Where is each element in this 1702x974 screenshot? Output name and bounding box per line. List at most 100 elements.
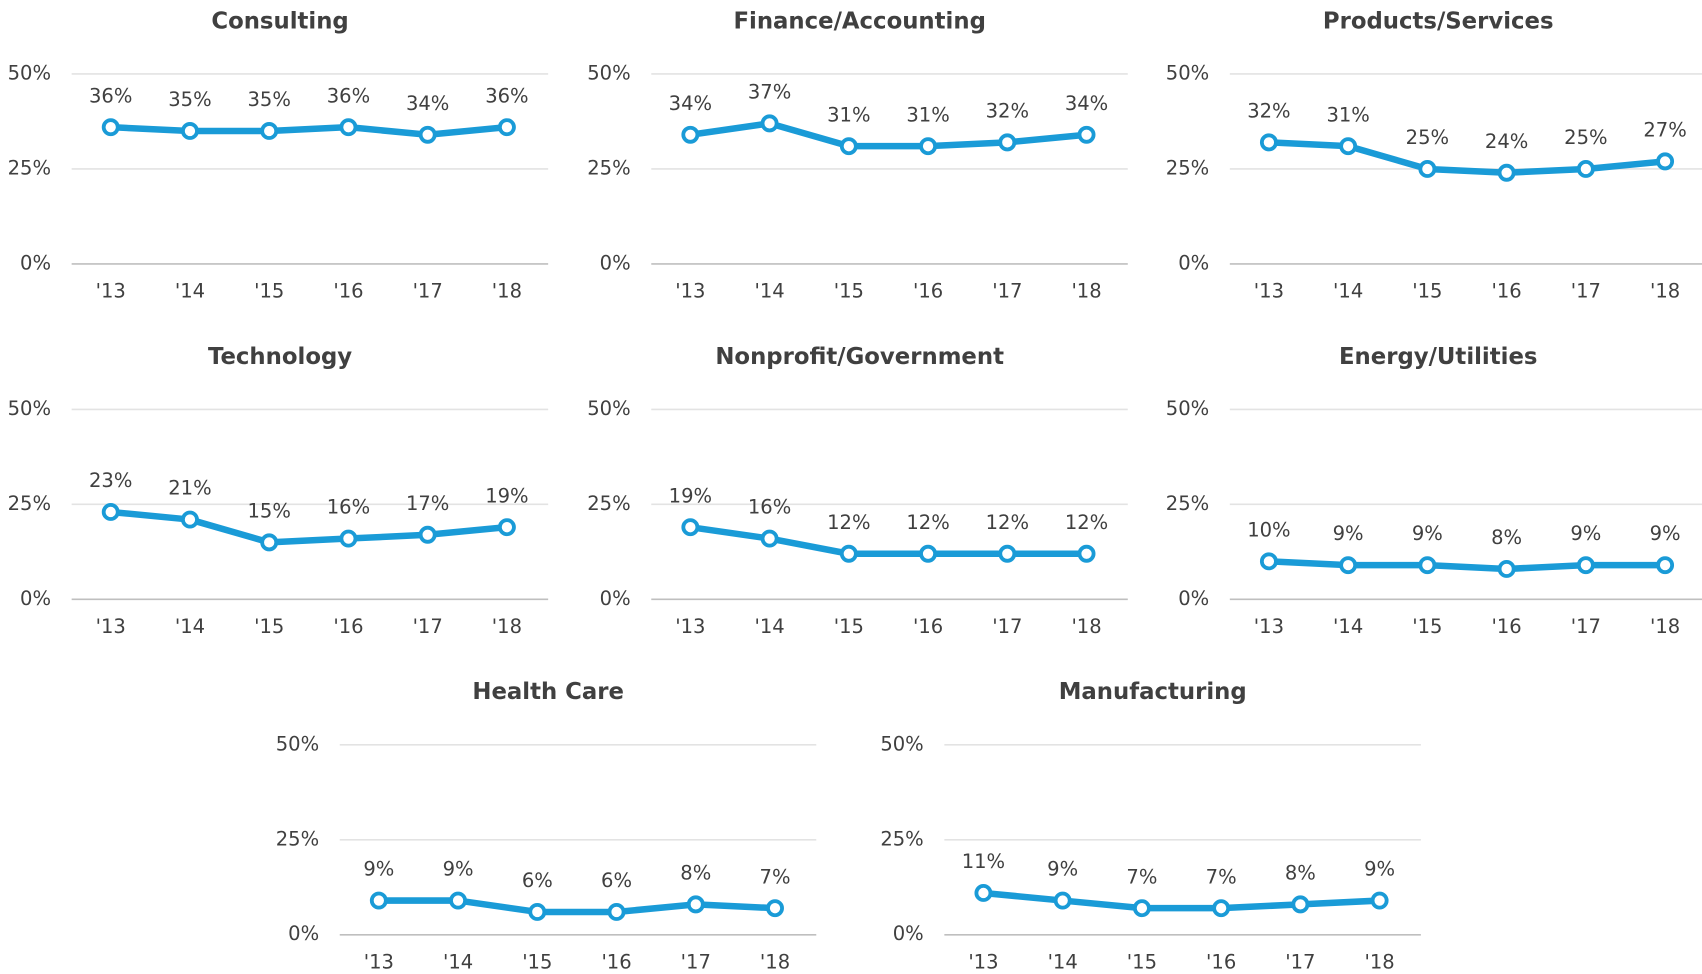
point [998,133,1017,152]
x-tick-label: '16 [913,280,943,303]
y-tick-label: 50% [1166,397,1209,420]
x-tick-label: '15 [834,615,864,638]
x-tick-label: '15 [1412,280,1442,303]
chart-title: Technology [208,344,352,370]
data-label: 36% [485,84,528,107]
x-tick-label: '17 [992,615,1022,638]
y-tick-label: 25% [587,156,630,179]
point [1259,133,1278,152]
chart-title: Products/Services [1323,8,1554,34]
x-tick-label: '17 [413,280,443,303]
x-tick-label: '18 [492,615,522,638]
y-tick-label: 0% [1178,251,1209,274]
point [1339,556,1358,575]
y-tick-label: 0% [20,251,51,274]
point [101,118,120,137]
data-label: 9% [1047,858,1078,881]
point [1339,137,1358,156]
data-label: 12% [906,511,949,534]
x-tick-label: '16 [333,280,363,303]
data-label: 17% [406,492,449,515]
x-tick-label: '16 [601,950,631,973]
x-tick-label: '18 [760,950,790,973]
data-label: 9% [363,858,394,881]
data-label: 32% [986,99,1029,122]
x-tick-label: '15 [254,280,284,303]
y-tick-label: 0% [893,922,924,945]
x-tick-label: '16 [1492,280,1522,303]
y-tick-label: 25% [276,827,319,850]
point [1077,125,1096,144]
data-label: 6% [601,869,632,892]
data-label: 9% [1333,522,1364,545]
point [1259,552,1278,571]
data-label: 36% [327,84,370,107]
data-label: 16% [748,496,791,519]
point [919,137,938,156]
point [974,884,993,902]
data-label: 12% [1065,511,1108,534]
x-tick-label: '13 [1254,280,1284,303]
x-tick-label: '17 [992,280,1022,303]
data-label: 8% [1285,861,1316,884]
point [260,122,279,140]
x-tick-label: '14 [175,280,205,303]
data-label: 34% [669,92,712,115]
point [1497,163,1516,182]
point [760,114,779,133]
point [260,533,279,552]
y-tick-label: 50% [8,61,51,84]
data-label: 7% [1206,865,1237,888]
y-tick-label: 25% [1166,492,1209,515]
x-tick-label: '16 [1492,615,1522,638]
point [1132,899,1151,918]
x-tick-label: '15 [834,280,864,303]
data-label: 32% [1247,99,1290,122]
point [760,529,779,548]
point [1418,556,1437,575]
chart-title: Health Care [472,679,624,705]
x-tick-label: '15 [1412,615,1442,638]
x-tick-label: '13 [1254,615,1284,638]
x-tick-label: '17 [1285,950,1315,973]
x-tick-label: '18 [1071,280,1101,303]
point [339,529,358,548]
data-label: 9% [443,858,474,881]
x-tick-label: '14 [1048,950,1078,973]
x-tick-label: '14 [175,615,205,638]
line [378,897,776,916]
x-tick-label: '13 [675,280,705,303]
data-label: 24% [1485,130,1528,153]
point [418,125,437,144]
x-tick-label: '17 [413,615,443,638]
data-label: 27% [1643,118,1686,141]
x-tick-label: '18 [1650,280,1680,303]
data-label: 21% [168,477,211,500]
x-tick-label: '13 [96,280,126,303]
data-label: 8% [1491,526,1522,549]
data-label: 9% [1412,522,1443,545]
x-tick-label: '18 [1071,615,1101,638]
x-tick-label: '14 [754,280,784,303]
point [1212,899,1231,918]
data-label: 23% [89,469,132,492]
y-tick-label: 0% [20,587,51,610]
y-tick-label: 50% [8,397,51,420]
x-tick-label: '14 [1333,615,1363,638]
x-tick-label: '15 [522,950,552,973]
point [1576,160,1595,178]
data-label: 34% [1065,92,1108,115]
y-tick-label: 0% [600,251,631,274]
y-tick-label: 0% [1178,587,1209,610]
chart-title: Consulting [211,8,348,34]
point [686,895,705,914]
point [919,544,938,563]
line [110,123,508,139]
data-label: 12% [986,511,1029,534]
data-label: 9% [1650,522,1681,545]
point [1656,556,1675,575]
point [418,525,437,544]
point [369,891,388,910]
x-tick-label: '18 [1365,950,1395,973]
